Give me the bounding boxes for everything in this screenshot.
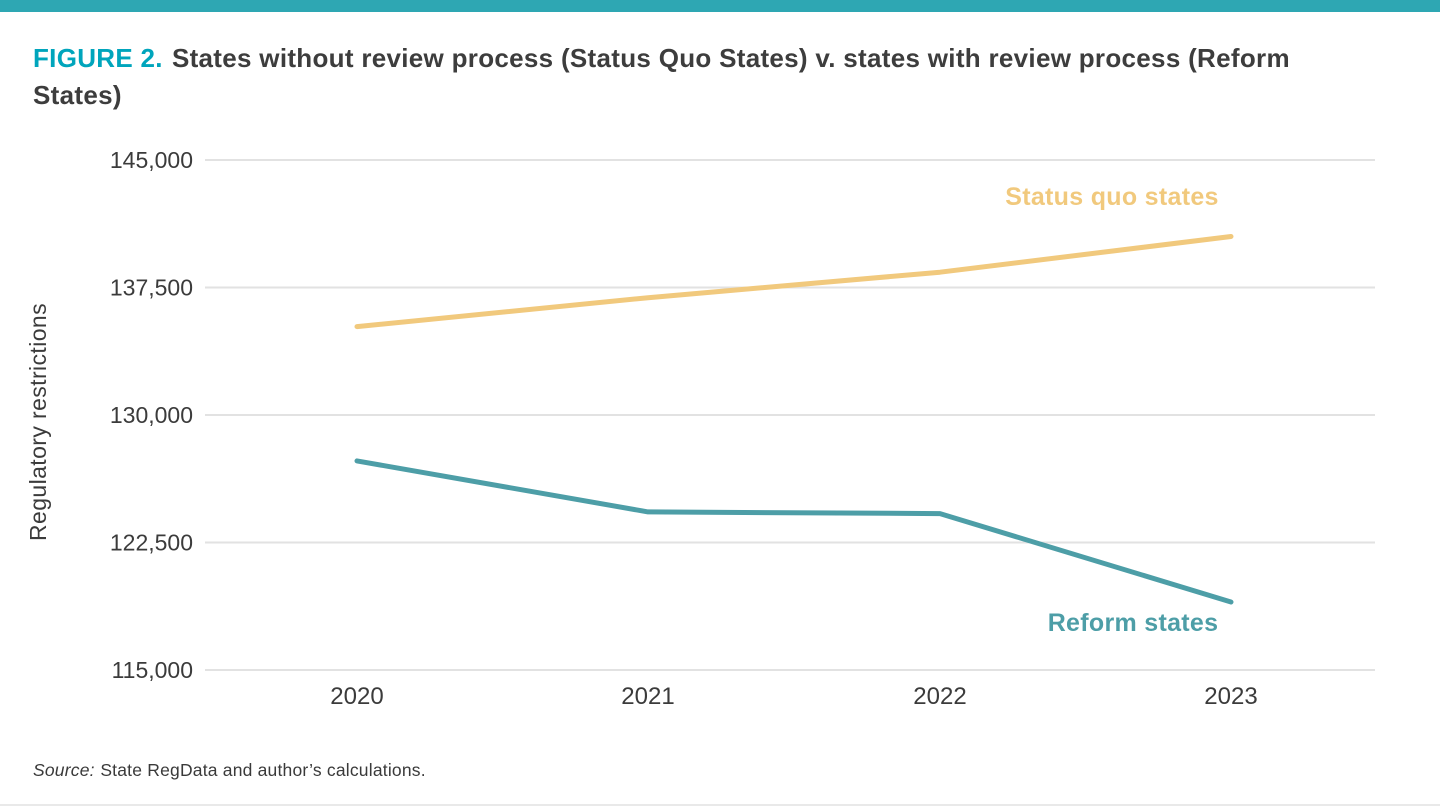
source-text: State RegData and author’s calculations. — [100, 760, 426, 780]
figure-title-text: States without review process (Status Qu… — [33, 43, 1290, 110]
series-line — [354, 458, 1234, 605]
grid-lines — [205, 159, 1375, 671]
x-tick-label: 2021 — [621, 683, 674, 710]
bottom-divider — [0, 804, 1440, 806]
series-lines — [354, 234, 1234, 605]
status-quo-series-label: Status quo states — [1005, 183, 1218, 211]
y-tick-label: 122,500 — [110, 530, 193, 556]
x-tick-label: 2023 — [1204, 683, 1257, 710]
y-tick-label: 137,500 — [110, 275, 193, 301]
x-tick-labels: 2020 2021 2022 2023 — [330, 683, 1257, 710]
y-tick-labels: 145,000 137,500 130,000 122,500 115,000 — [110, 147, 193, 683]
source-label: Source: — [33, 760, 95, 780]
top-accent-bar — [0, 0, 1440, 12]
source-note: Source: State RegData and author’s calcul… — [33, 760, 426, 781]
reform-series-label: Reform states — [1048, 609, 1219, 637]
y-tick-label: 115,000 — [112, 657, 193, 683]
figure-label: FIGURE 2. — [33, 43, 163, 73]
series-line — [354, 234, 1234, 330]
y-tick-label: 130,000 — [110, 402, 193, 428]
y-tick-label: 145,000 — [110, 147, 193, 173]
x-tick-label: 2022 — [913, 683, 966, 710]
y-axis-label: Regulatory restrictions — [25, 303, 51, 541]
x-tick-label: 2020 — [330, 683, 383, 710]
figure-title: FIGURE 2. States without review process (… — [33, 40, 1353, 114]
